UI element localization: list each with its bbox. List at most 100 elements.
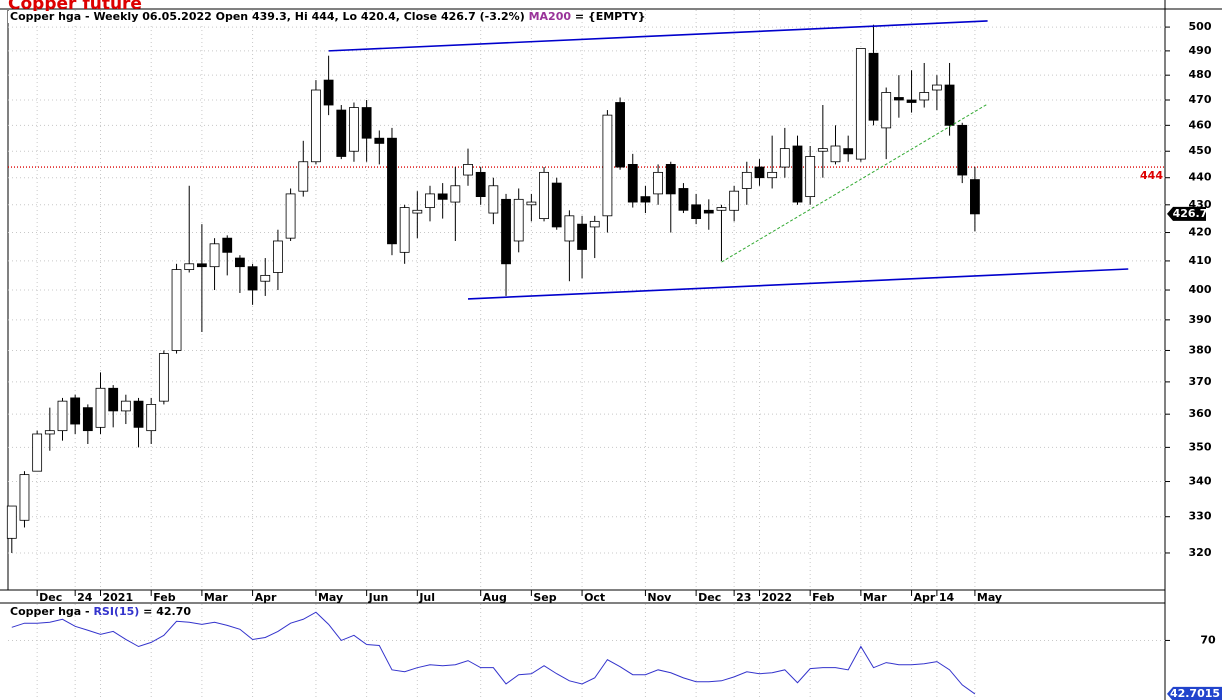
x-tick-label: Apr	[914, 591, 936, 604]
y-tick-label: 480	[1189, 68, 1212, 81]
candle-body	[691, 204, 702, 219]
x-tick-label: May	[977, 591, 1002, 604]
candle-body	[640, 196, 651, 203]
candle-body	[526, 201, 537, 206]
candle-body	[222, 237, 233, 253]
candle-body	[57, 400, 68, 432]
y-tick-label: 410	[1189, 254, 1212, 267]
candle-body	[44, 430, 55, 435]
x-tick-label: Dec	[39, 591, 62, 604]
candle-body	[260, 274, 271, 282]
candle-body	[171, 269, 182, 351]
y-tick-label: 490	[1189, 44, 1212, 57]
candle-body	[792, 145, 803, 203]
candle-body	[729, 190, 740, 211]
x-tick-label: Jul	[418, 591, 435, 604]
x-tick-label: 2022	[761, 591, 792, 604]
x-tick-label: Oct	[584, 591, 605, 604]
y-tick-label: 380	[1189, 343, 1212, 356]
candle-body	[589, 220, 600, 228]
candle-body	[551, 182, 562, 228]
x-tick-label: May	[318, 591, 343, 604]
candle-body	[678, 188, 689, 211]
candle-body	[399, 207, 410, 253]
info-text: Copper hga - Weekly 06.05.2022 Open 439.…	[10, 10, 525, 23]
candle-body	[196, 263, 207, 268]
x-tick-label: Jun	[368, 591, 389, 604]
candle-body	[970, 179, 980, 215]
x-tick-label: Mar	[204, 591, 228, 604]
candle-body	[919, 92, 930, 101]
candle-body	[425, 193, 435, 208]
candle-body	[412, 209, 423, 214]
candle-body	[602, 114, 613, 217]
candle-body	[285, 193, 296, 239]
candle-body	[82, 407, 93, 432]
candle-body	[235, 257, 245, 268]
candle-body	[311, 89, 321, 163]
x-tick-label: 14	[939, 591, 955, 604]
y-tick-label: 460	[1189, 118, 1212, 131]
candle-body	[893, 97, 904, 101]
candle-body	[881, 92, 892, 129]
x-tick-label: 23	[736, 591, 751, 604]
candle-body	[957, 124, 968, 176]
x-tick-label: Dec	[698, 591, 721, 604]
candle-body	[779, 148, 790, 168]
info-ma: MA200	[529, 10, 572, 23]
y-tick-label: 440	[1189, 171, 1212, 184]
candle-body	[805, 156, 816, 198]
candle-body	[817, 148, 828, 152]
y-tick-label: 320	[1189, 546, 1212, 559]
candle-body	[475, 171, 486, 198]
candle-body	[32, 433, 43, 472]
last-rsi-label: 42.7015	[1170, 687, 1220, 700]
candle-body	[653, 171, 663, 195]
chart-title: Copper future	[8, 0, 142, 14]
candle-body	[133, 400, 144, 428]
y-tick-label: 450	[1189, 144, 1212, 157]
candle-body	[716, 207, 727, 211]
candle-body	[931, 84, 942, 91]
y-tick-label: 400	[1189, 283, 1212, 296]
candle-body	[855, 48, 866, 160]
candle-body	[830, 145, 841, 163]
rsi-info-value: = 42.70	[143, 605, 191, 618]
y-tick-label: 370	[1189, 375, 1212, 388]
candle-body	[336, 109, 347, 157]
y-tick-label: 360	[1189, 407, 1212, 420]
candle-body	[273, 240, 283, 273]
candle-body	[450, 185, 461, 203]
candle-body	[513, 198, 524, 242]
candle-body	[323, 79, 334, 106]
y-tick-label: 420	[1189, 226, 1212, 239]
candle-body	[868, 52, 879, 121]
trend-line	[328, 20, 988, 52]
candle-body	[19, 474, 30, 521]
x-tick-label: Feb	[812, 591, 835, 604]
candle-body	[298, 161, 309, 192]
candle-body	[627, 163, 638, 203]
y-tick-label: 70	[1200, 633, 1216, 646]
trend-line	[721, 103, 988, 263]
y-tick-label: 340	[1189, 475, 1212, 488]
y-tick-label: 350	[1189, 440, 1212, 453]
candle-body	[437, 193, 448, 200]
x-tick-label: Sep	[533, 591, 556, 604]
candle-body	[944, 84, 955, 126]
candle-body	[615, 102, 625, 168]
reference-label: 444	[1140, 169, 1163, 182]
candle-body	[488, 185, 499, 214]
x-tick-label: Aug	[483, 591, 507, 604]
candle-body	[703, 209, 714, 214]
last-price-box	[1167, 206, 1206, 221]
y-tick-label: 470	[1189, 93, 1212, 106]
x-tick-label: 24	[77, 591, 93, 604]
candle-body	[184, 263, 195, 270]
candle-body	[374, 137, 385, 144]
candle-body	[146, 403, 157, 432]
candle-body	[501, 198, 511, 265]
x-tick-label: Nov	[647, 591, 672, 604]
